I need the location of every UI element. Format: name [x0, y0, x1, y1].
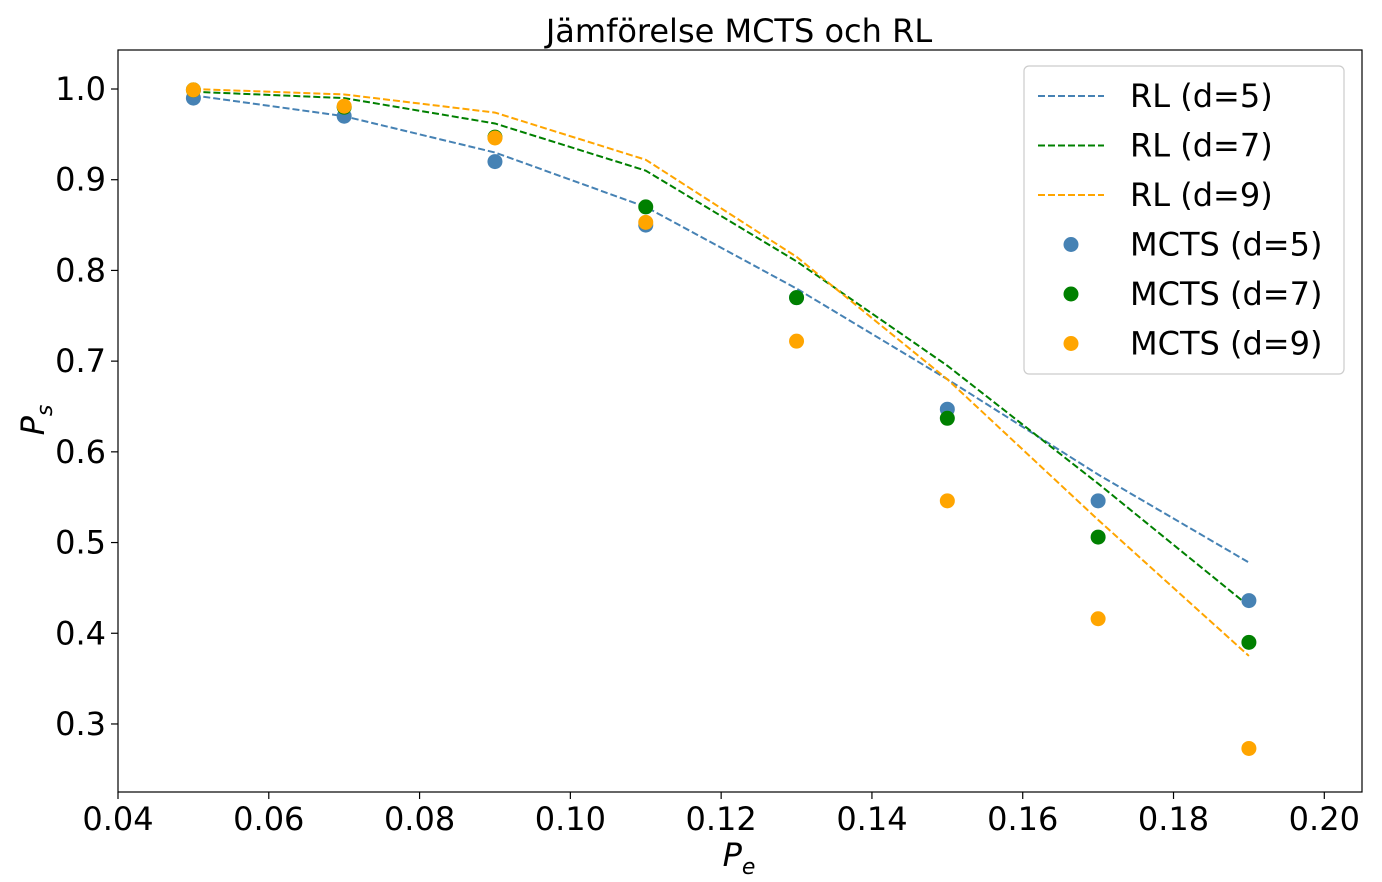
x-tick-label: 0.04: [82, 800, 153, 838]
series-line-rl-d-5: [193, 94, 1250, 564]
x-tick-label: 0.12: [686, 800, 757, 838]
data-point-mcts-d-9: [1090, 611, 1106, 627]
data-point-mcts-d-5: [1090, 493, 1106, 509]
y-tick-label: 0.9: [55, 161, 106, 199]
x-axis-label: Pe: [723, 836, 756, 880]
data-point-mcts-d-7: [939, 410, 955, 426]
data-point-mcts-d-9: [487, 130, 503, 146]
y-tick-label: 0.4: [55, 614, 106, 652]
x-tick-label: 0.06: [233, 800, 304, 838]
y-tick-label: 0.6: [55, 433, 106, 471]
legend-label: MCTS (d=9): [1130, 325, 1322, 363]
y-tick-label: 1.0: [55, 70, 106, 108]
legend-box: [1023, 65, 1345, 375]
data-point-mcts-d-7: [1090, 529, 1106, 545]
y-tick-label: 0.5: [55, 524, 106, 562]
data-point-mcts-d-7: [1241, 634, 1257, 650]
data-point-mcts-d-7: [789, 290, 805, 306]
y-tick-label: 0.3: [55, 705, 106, 743]
x-tick-label: 0.18: [1138, 800, 1209, 838]
legend-marker-swatch: [1063, 237, 1079, 252]
x-axis-label-main: P: [723, 836, 743, 874]
plot-area: [117, 49, 1363, 793]
data-point-mcts-d-9: [185, 82, 201, 98]
x-tick-label: 0.10: [535, 800, 606, 838]
y-axis-label-subscript: s: [33, 405, 58, 416]
legend: RL (d=5) RL (d=7) RL (d=9) MCTS (d=5) MCTS (…: [1023, 65, 1345, 375]
legend-label: RL (d=7): [1130, 127, 1273, 165]
legend-label: RL (d=5): [1130, 77, 1273, 115]
y-tick-label: 0.7: [55, 342, 106, 380]
legend-label: RL (d=9): [1130, 176, 1273, 214]
chart-title: Jämförelse MCTS och RL: [544, 12, 932, 50]
x-tick-label: 0.14: [836, 800, 907, 838]
y-axis-label: Ps: [14, 405, 58, 436]
y-axis: 0.3 0.4 0.5 0.6 0.7 0.8 0.9 1.0: [55, 70, 118, 743]
legend-label: MCTS (d=7): [1130, 275, 1322, 313]
plot-frame: [117, 49, 1363, 793]
data-point-mcts-d-5: [1241, 593, 1257, 609]
data-point-mcts-d-9: [789, 333, 805, 349]
x-tick-label: 0.20: [1289, 800, 1360, 838]
y-axis-label-main: P: [14, 415, 52, 435]
data-point-mcts-d-9: [336, 98, 352, 114]
legend-marker-swatch: [1063, 286, 1079, 302]
data-point-mcts-d-9: [1241, 740, 1257, 756]
data-point-mcts-d-9: [638, 214, 654, 230]
x-tick-label: 0.08: [384, 800, 455, 838]
legend-label: MCTS (d=5): [1130, 226, 1322, 264]
x-axis-label-subscript: e: [742, 855, 756, 880]
data-point-mcts-d-7: [638, 199, 654, 215]
series-line-rl-d-9: [193, 88, 1250, 657]
x-tick-label: 0.16: [987, 800, 1058, 838]
series-layer: [185, 82, 1257, 756]
y-tick-label: 0.8: [55, 251, 106, 289]
data-point-mcts-d-5: [487, 154, 503, 170]
data-point-mcts-d-9: [939, 493, 955, 509]
x-axis: 0.04 0.06 0.08 0.10 0.12 0.14 0.16 0.18 0.20: [82, 792, 1360, 838]
series-line-rl-d-7: [193, 90, 1250, 607]
legend-marker-swatch: [1063, 336, 1079, 351]
